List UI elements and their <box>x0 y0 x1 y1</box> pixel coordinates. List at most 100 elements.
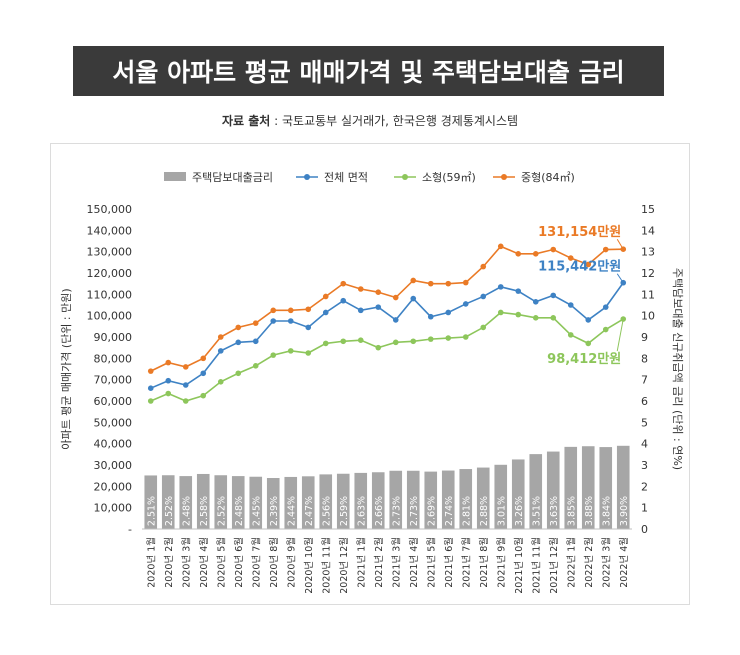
series-point-total <box>515 288 522 294</box>
y-right-axis-title: 주택담보대출 신규취급액 금리 (단위 : 연%) <box>671 268 684 470</box>
bar <box>319 474 333 529</box>
series-point-small <box>550 315 557 321</box>
series-point-medium <box>480 263 487 270</box>
legend-swatch-marker <box>402 174 408 180</box>
series-line-total <box>150 282 624 389</box>
bar <box>546 451 560 529</box>
bar-data-label: 2.52% <box>216 496 227 526</box>
bar-data-label: 2.73% <box>391 496 402 526</box>
bar-data-label: 2.74% <box>444 496 455 526</box>
series-point-total <box>410 295 417 302</box>
x-tick-label: 2021년 11월 <box>530 537 542 594</box>
x-tick-label: 2021년 4월 <box>408 537 420 588</box>
series-point-small <box>235 370 242 377</box>
x-tick-label: 2020년 8월 <box>268 537 280 588</box>
series-point-medium <box>357 286 364 292</box>
bar <box>301 476 315 529</box>
series-point-medium <box>445 280 452 287</box>
series-line-small <box>150 311 624 402</box>
bar <box>161 475 175 529</box>
bar <box>599 447 613 529</box>
series-point-small <box>322 340 329 347</box>
bar-data-label: 2.73% <box>409 496 420 526</box>
series-point-medium <box>305 306 312 313</box>
y-right-tick-label: 8 <box>641 352 648 365</box>
series-point-total <box>497 284 504 290</box>
series-point-total <box>567 302 574 308</box>
x-tick-label: 2020년 7월 <box>250 537 262 588</box>
y-left-tick-label: 150,000 <box>87 203 133 216</box>
y-left-tick-label: - <box>128 523 132 536</box>
chart-frame <box>50 143 690 605</box>
series-point-medium <box>497 243 504 250</box>
x-tick-label: 2022년 2월 <box>583 537 595 588</box>
x-tick-label: 2020년 3월 <box>180 537 192 588</box>
bar <box>354 472 368 529</box>
x-tick-label: 2021년 6월 <box>443 537 455 588</box>
series-point-medium <box>410 277 417 284</box>
y-left-tick-label: 110,000 <box>87 288 133 301</box>
y-right-tick-label: 3 <box>641 459 648 472</box>
legend-swatch-marker <box>304 174 310 180</box>
series-point-small <box>392 339 399 346</box>
y-left-tick-label: 60,000 <box>94 395 133 408</box>
series-point-total <box>445 309 452 316</box>
y-right-tick-label: 11 <box>641 288 655 301</box>
series-end-leader-total <box>616 273 624 284</box>
source-label: 자료 출처 <box>221 114 271 128</box>
y-right-tick-label: 12 <box>641 267 655 280</box>
series-point-small <box>480 324 487 331</box>
bar <box>371 472 385 529</box>
bar <box>459 469 473 529</box>
series-point-small <box>497 309 504 316</box>
x-tick-label: 2020년 12월 <box>338 537 350 594</box>
bar <box>336 473 350 529</box>
y-left-tick-label: 140,000 <box>87 224 133 237</box>
x-tick-label: 2020년 10월 <box>303 537 315 594</box>
series-end-label-total: 115,442만원 <box>538 259 621 275</box>
legend-swatch-bar <box>164 172 186 181</box>
series-point-small <box>182 398 189 404</box>
bar <box>231 476 245 529</box>
bar-data-label: 3.88% <box>584 496 595 526</box>
y-right-tick-label: 14 <box>641 224 655 237</box>
series-point-small <box>287 348 294 354</box>
series-point-medium <box>392 294 399 301</box>
y-left-tick-label: 130,000 <box>87 246 133 259</box>
bar <box>511 459 525 529</box>
y-right-tick-label: 1 <box>641 502 648 515</box>
series-point-medium <box>252 320 259 326</box>
y-right-tick-label: 15 <box>641 203 655 216</box>
series-point-total <box>287 318 294 324</box>
y-left-tick-label: 80,000 <box>94 352 133 365</box>
series-end-label-small: 98,412만원 <box>547 351 621 367</box>
y-left-tick-label: 100,000 <box>87 310 133 323</box>
series-line-medium <box>150 245 624 372</box>
y-right-tick-label: 10 <box>641 310 655 323</box>
y-right-tick-label: 2 <box>641 480 648 493</box>
bar-data-label: 3.51% <box>531 496 542 526</box>
x-tick-label: 2022년 1월 <box>565 537 577 588</box>
bar <box>266 478 280 529</box>
bar-data-label: 2.69% <box>426 496 437 526</box>
series-point-total <box>480 293 487 300</box>
series-point-small <box>602 326 609 333</box>
bar <box>616 445 630 529</box>
series-point-total <box>427 313 434 320</box>
x-tick-label: 2020년 9월 <box>285 537 297 588</box>
y-right-tick-label: 7 <box>641 374 648 387</box>
series-point-total <box>270 318 277 324</box>
bar-data-label: 2.66% <box>374 496 385 526</box>
bar-data-label: 3.63% <box>549 496 560 526</box>
series-end-label-medium: 131,154만원 <box>538 224 621 240</box>
series-point-small <box>410 338 417 345</box>
bar-data-label: 3.01% <box>496 496 507 526</box>
bar <box>196 473 210 529</box>
series-end-leader-medium <box>616 238 624 250</box>
series-point-total <box>182 382 189 388</box>
x-tick-label: 2021년 2월 <box>373 537 385 588</box>
bar-data-label: 2.44% <box>286 496 297 526</box>
legend-label: 중형(84㎡) <box>521 171 575 184</box>
source-line: 자료 출처 : 국토교통부 실거래가, 한국은행 경제통계시스템 <box>0 112 740 129</box>
